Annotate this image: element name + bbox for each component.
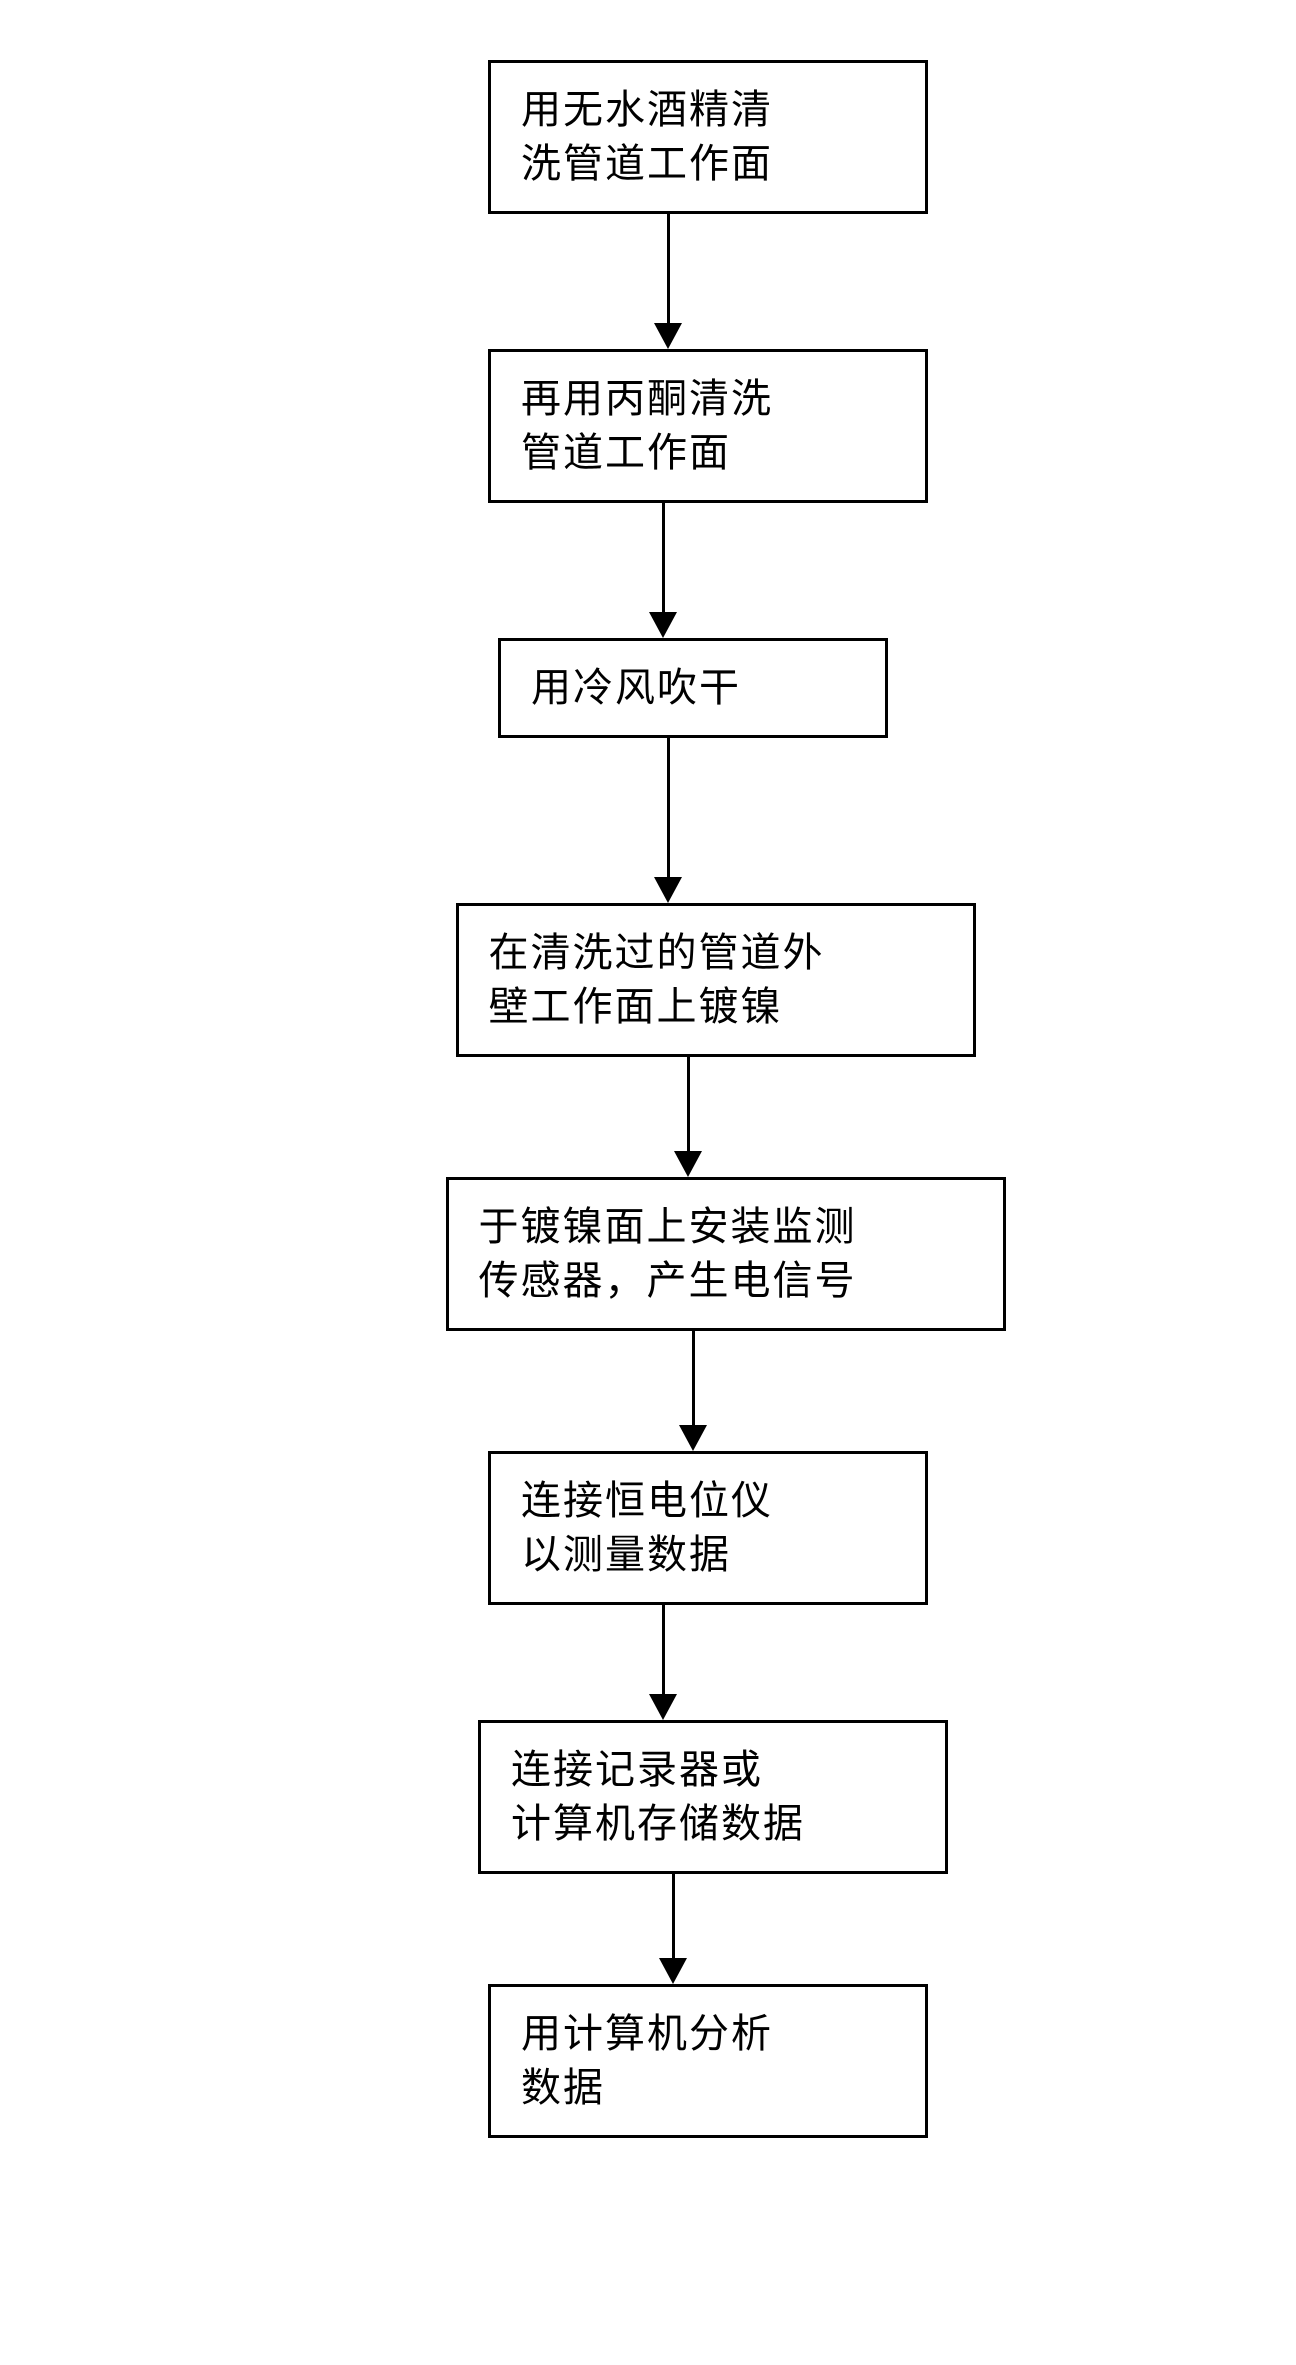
arrow-shaft — [692, 1331, 695, 1426]
arrow-shaft — [672, 1874, 675, 1959]
flowchart-step-text: 传感器，产生电信号 — [479, 1254, 857, 1308]
flowchart-step-7: 连接记录器或计算机存储数据 — [478, 1720, 948, 1874]
arrow-down-icon — [649, 1605, 677, 1720]
arrow-head — [649, 612, 677, 638]
flowchart-step-text: 用无水酒精清 — [521, 83, 773, 137]
arrow-down-icon — [674, 1057, 702, 1177]
flowchart-step-5: 于镀镍面上安装监测传感器，产生电信号 — [446, 1177, 1006, 1331]
arrow-down-icon — [679, 1331, 707, 1451]
arrow-head — [649, 1694, 677, 1720]
arrow-down-icon — [654, 214, 682, 349]
flowchart-step-text: 于镀镍面上安装监测 — [479, 1200, 857, 1254]
arrow-down-icon — [654, 738, 682, 903]
arrow-down-icon — [649, 503, 677, 638]
flowchart-step-2: 再用丙酮清洗管道工作面 — [488, 349, 928, 503]
flowchart-step-1: 用无水酒精清洗管道工作面 — [488, 60, 928, 214]
flowchart-step-text: 再用丙酮清洗 — [521, 372, 773, 426]
arrow-shaft — [667, 738, 670, 878]
arrow-head — [654, 877, 682, 903]
flowchart-step-6: 连接恒电位仪以测量数据 — [488, 1451, 928, 1605]
flowchart-container: 用无水酒精清洗管道工作面再用丙酮清洗管道工作面用冷风吹干在清洗过的管道外壁工作面… — [0, 0, 1296, 2198]
flowchart-step-text: 洗管道工作面 — [521, 137, 773, 191]
flowchart-step-text: 用冷风吹干 — [531, 661, 741, 715]
flowchart-step-text: 计算机存储数据 — [511, 1797, 805, 1851]
arrow-down-icon — [659, 1874, 687, 1984]
arrow-shaft — [687, 1057, 690, 1152]
flowchart-step-3: 用冷风吹干 — [498, 638, 888, 738]
flowchart-step-text: 数据 — [521, 2061, 605, 2115]
flowchart-step-text: 壁工作面上镀镍 — [489, 980, 783, 1034]
arrow-head — [679, 1425, 707, 1451]
flowchart-step-text: 用计算机分析 — [521, 2007, 773, 2061]
arrow-shaft — [662, 503, 665, 613]
flowchart-step-text: 连接记录器或 — [511, 1743, 763, 1797]
arrow-head — [674, 1151, 702, 1177]
flowchart-step-text: 以测量数据 — [521, 1528, 731, 1582]
flowchart-step-4: 在清洗过的管道外壁工作面上镀镍 — [456, 903, 976, 1057]
flowchart-step-text: 在清洗过的管道外 — [489, 926, 825, 980]
flowchart-step-text: 连接恒电位仪 — [521, 1474, 773, 1528]
flowchart-step-8: 用计算机分析数据 — [488, 1984, 928, 2138]
arrow-head — [654, 323, 682, 349]
arrow-shaft — [667, 214, 670, 324]
arrow-head — [659, 1958, 687, 1984]
flowchart-step-text: 管道工作面 — [521, 426, 731, 480]
arrow-shaft — [662, 1605, 665, 1695]
